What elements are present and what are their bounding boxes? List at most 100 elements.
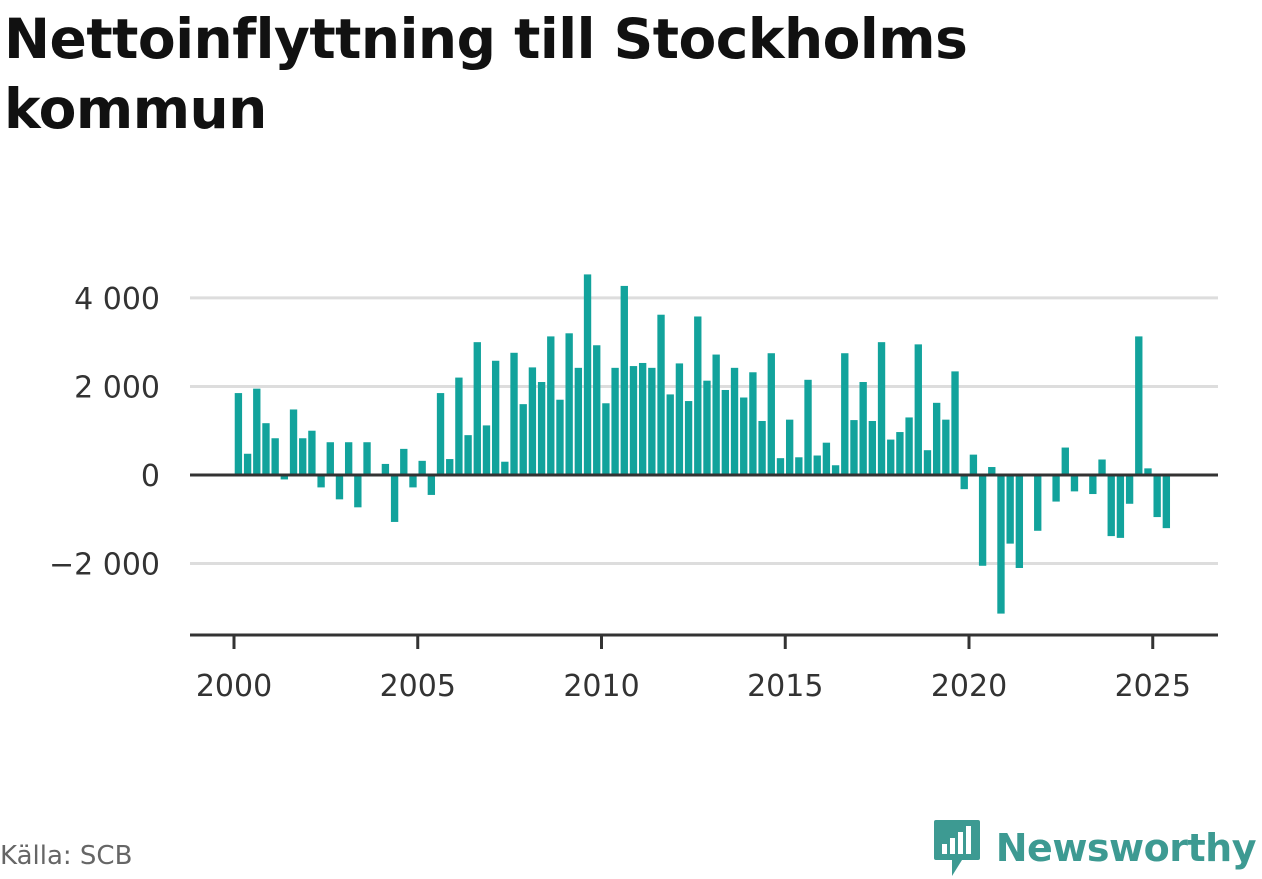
bar xyxy=(482,425,491,475)
bar xyxy=(850,420,858,475)
x-tick-labels: 2000 2005 2010 2015 2020 2025 xyxy=(196,669,1191,704)
bar xyxy=(997,475,1005,614)
x-tick-label: 2015 xyxy=(747,669,823,704)
x-tick-label: 2010 xyxy=(563,669,639,704)
bar xyxy=(887,439,895,475)
bar xyxy=(712,354,720,475)
bar xyxy=(932,402,941,475)
y-tick-labels: −2 000 0 2 000 4 000 xyxy=(49,282,160,583)
newsworthy-logo-icon xyxy=(933,820,980,876)
bar xyxy=(1015,475,1024,568)
bar xyxy=(730,367,739,475)
bar xyxy=(317,475,325,488)
bar xyxy=(354,475,362,508)
bar xyxy=(602,403,610,475)
bar xyxy=(620,285,628,475)
bar xyxy=(326,442,334,475)
bar xyxy=(657,314,665,475)
bar xyxy=(638,362,647,475)
bar xyxy=(1006,475,1014,544)
bar xyxy=(666,394,674,475)
bar xyxy=(556,399,564,475)
y-tick-label: 0 xyxy=(141,459,160,494)
bar xyxy=(684,401,693,475)
bar xyxy=(583,274,592,475)
bar xyxy=(510,352,518,475)
bar xyxy=(804,379,812,475)
bar xyxy=(418,460,426,475)
bar xyxy=(988,467,996,475)
bar xyxy=(271,438,279,475)
x-tick-label: 2020 xyxy=(931,669,1007,704)
bar xyxy=(1098,459,1106,475)
bar xyxy=(1125,475,1134,504)
chart-title: Nettoinflyttning till Stockholms kommun xyxy=(4,7,968,141)
bar xyxy=(868,420,877,475)
bar xyxy=(978,475,987,566)
bar xyxy=(528,367,537,475)
bar xyxy=(1107,475,1115,537)
bar xyxy=(942,419,950,475)
bar xyxy=(455,377,463,475)
bar xyxy=(721,389,730,475)
y-tick-label: 4 000 xyxy=(74,282,160,317)
bar xyxy=(363,442,371,475)
bar xyxy=(1052,475,1060,502)
bar xyxy=(289,409,298,475)
bar xyxy=(464,435,472,475)
bar xyxy=(749,372,757,475)
bar xyxy=(547,336,555,475)
bar xyxy=(831,465,840,475)
bar xyxy=(593,345,601,475)
x-tick-label: 2005 xyxy=(380,669,456,704)
bar xyxy=(629,366,638,475)
bar xyxy=(960,475,968,490)
x-tick-label: 2000 xyxy=(196,669,272,704)
bar xyxy=(703,380,711,475)
bar xyxy=(1153,475,1161,518)
bar xyxy=(969,454,978,475)
brand[interactable]: Newsworthy xyxy=(932,818,1257,878)
bar xyxy=(1089,475,1097,495)
bar xyxy=(914,344,922,475)
bar xyxy=(491,360,500,475)
bar xyxy=(381,463,390,475)
bar xyxy=(813,455,821,475)
bar xyxy=(1070,475,1079,492)
bar xyxy=(611,367,619,475)
bar xyxy=(537,382,546,475)
bar xyxy=(740,397,748,475)
source-note: Källa: SCB xyxy=(0,841,133,871)
bar xyxy=(565,333,573,475)
bar xyxy=(427,475,436,495)
bar xyxy=(859,382,867,475)
bar xyxy=(1144,468,1152,475)
x-axis xyxy=(190,633,1218,649)
bar xyxy=(262,423,270,475)
bar xyxy=(1162,475,1171,529)
bar xyxy=(822,442,831,475)
y-tick-label: −2 000 xyxy=(49,548,160,583)
bar xyxy=(923,450,932,475)
bar xyxy=(344,442,353,475)
bar xyxy=(574,367,583,475)
bar xyxy=(795,457,803,475)
y-tick-label: 2 000 xyxy=(74,370,160,405)
bar xyxy=(694,316,702,475)
bar xyxy=(519,404,527,475)
bar xyxy=(951,371,959,475)
bar xyxy=(896,432,904,475)
bar xyxy=(446,459,454,475)
bar xyxy=(1061,447,1069,475)
bar xyxy=(436,393,445,475)
bar xyxy=(648,367,656,475)
bar xyxy=(785,419,794,475)
bar xyxy=(280,475,289,480)
bar xyxy=(409,475,417,488)
x-tick-label: 2025 xyxy=(1115,669,1191,704)
bar xyxy=(841,353,849,475)
bar xyxy=(1116,475,1125,538)
bar xyxy=(877,342,886,475)
bar xyxy=(767,353,775,475)
